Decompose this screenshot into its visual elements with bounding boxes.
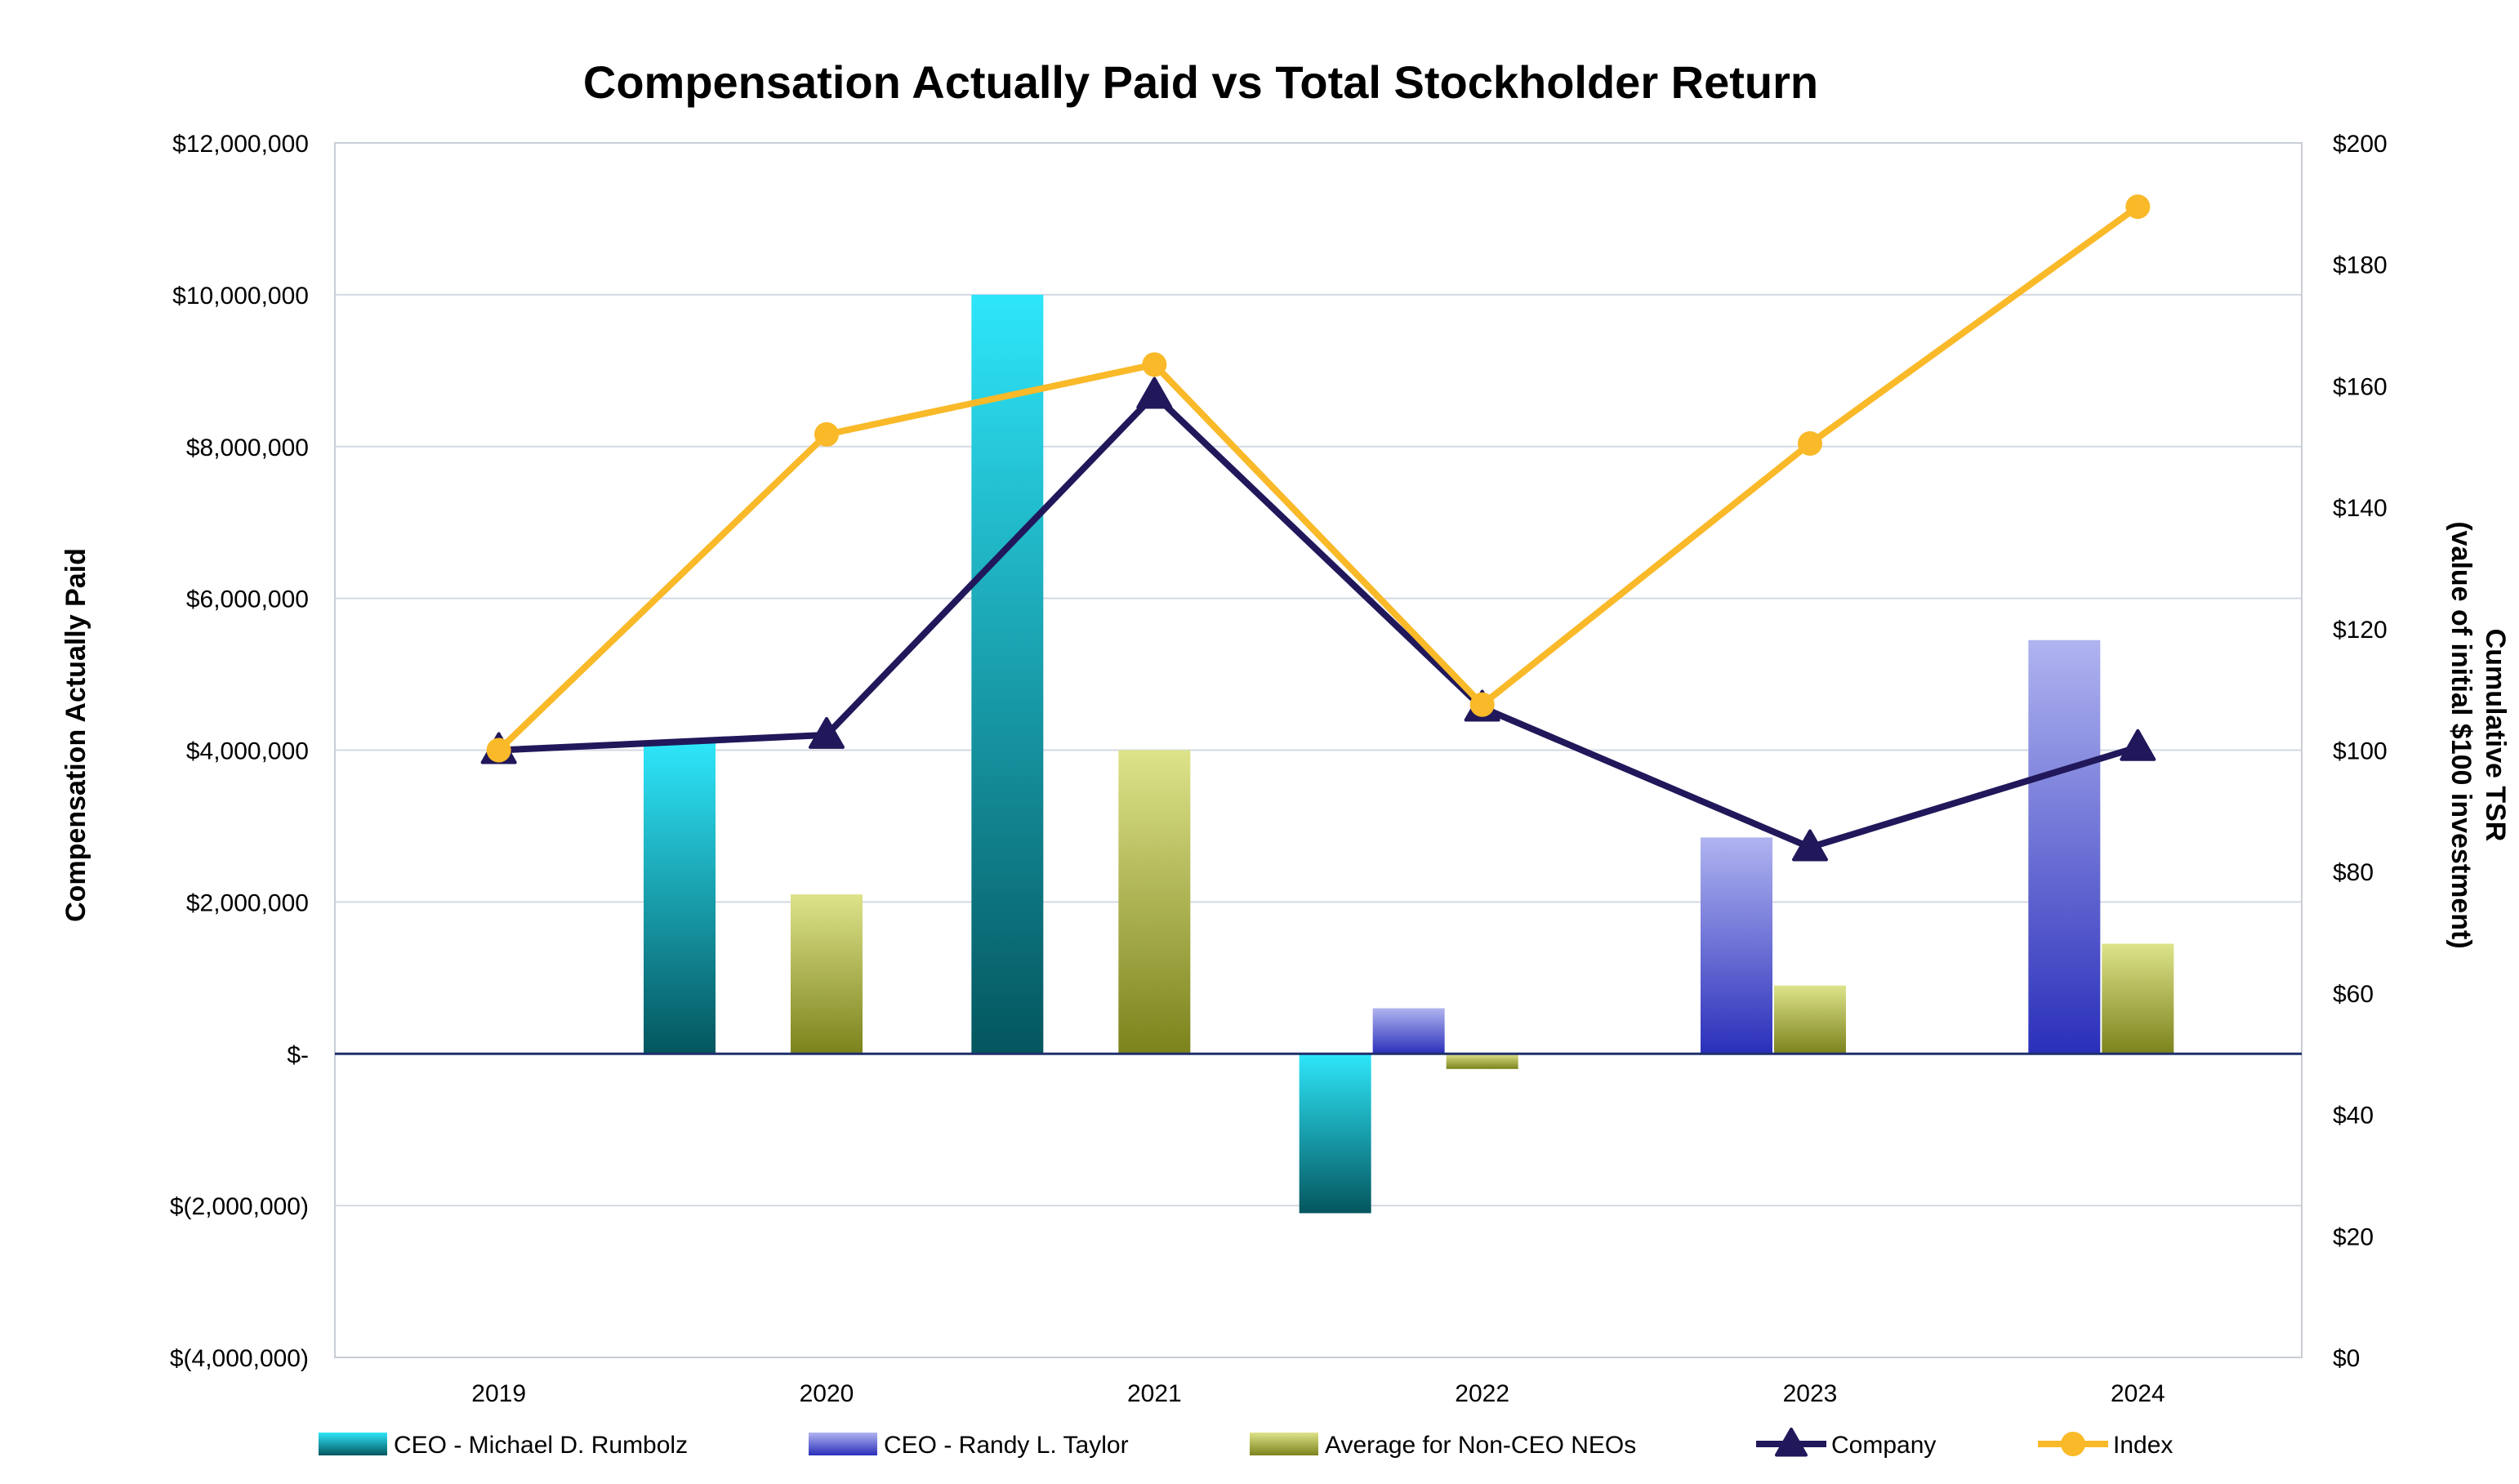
- y2-axis-label-line1: Cumulative TSR: [2480, 629, 2511, 842]
- line-series: [480, 194, 2156, 862]
- x-tick-label: 2019: [471, 1380, 526, 1407]
- bar-ceo-randy-l-taylor-2024: [2028, 640, 2101, 1054]
- legend-label-ceo-randy-l-taylor: CEO - Randy L. Taylor: [884, 1432, 1129, 1459]
- bar-ceo-michael-d-rumbolz-2020: [644, 742, 716, 1054]
- marker-company-2020: [809, 716, 845, 749]
- marker-index-2019: [486, 738, 511, 763]
- y-tick-label: $10,000,000: [172, 283, 309, 310]
- bar-ceo-randy-l-taylor-2022: [1372, 1008, 1445, 1054]
- bar-average-for-non-ceo-neos-2022: [1446, 1054, 1518, 1069]
- y2-tick-label: $0: [2333, 1345, 2360, 1372]
- y2-tick-label: $120: [2333, 617, 2387, 644]
- y-axis-label: Compensation Actually Paid: [60, 548, 91, 922]
- y2-tick-label: $180: [2333, 252, 2387, 279]
- plot-area: [334, 142, 2303, 1358]
- y2-axis-ticks: $200 $180 $160 $140 $120 $100 $80 $60 $40 $20 $0: [2333, 131, 2387, 1372]
- y-tick-label: $-: [287, 1041, 309, 1068]
- legend-label-ceo-michael-d-rumbolz: CEO - Michael D. Rumbolz: [394, 1432, 688, 1459]
- bar-average-for-non-ceo-neos-2023: [1774, 985, 1846, 1054]
- legend-swatch-ceo-michael-d-rumbolz: [319, 1433, 387, 1455]
- y2-tick-label: $200: [2333, 131, 2387, 158]
- bar-average-for-non-ceo-neos-2020: [791, 894, 863, 1054]
- marker-index-2024: [2125, 194, 2151, 220]
- chart-title: Compensation Actually Paid vs Total Stoc…: [583, 56, 1818, 108]
- bar-average-for-non-ceo-neos-2024: [2102, 943, 2174, 1054]
- legend-label-index: Index: [2113, 1432, 2173, 1459]
- x-tick-label: 2023: [1783, 1380, 1838, 1407]
- x-tick-label: 2024: [2111, 1380, 2165, 1407]
- y2-tick-label: $140: [2333, 495, 2387, 522]
- y-tick-label: $12,000,000: [172, 131, 309, 158]
- bars: [644, 294, 2174, 1214]
- marker-index-2021: [1142, 352, 1167, 377]
- legend-marker-company: [1775, 1428, 1808, 1457]
- legend-label-average-for-non-ceo-neos: Average for Non-CEO NEOs: [1325, 1432, 1636, 1459]
- legend-label-company: Company: [1831, 1432, 1936, 1459]
- marker-index-2020: [814, 421, 839, 447]
- marker-company-2021: [1136, 377, 1173, 409]
- line-company: [498, 391, 2139, 851]
- legend: CEO - Michael D. Rumbolz CEO - Randy L. T…: [319, 1428, 2173, 1459]
- x-tick-label: 2022: [1455, 1380, 1509, 1407]
- y2-tick-label: $80: [2333, 859, 2374, 886]
- y-tick-label: $6,000,000: [186, 586, 309, 613]
- legend-marker-index: [2061, 1432, 2085, 1456]
- y2-tick-label: $60: [2333, 981, 2374, 1008]
- marker-company-2024: [2120, 729, 2156, 761]
- marker-company-2023: [1792, 829, 1828, 862]
- y2-tick-label: $160: [2333, 373, 2387, 400]
- x-tick-label: 2020: [800, 1380, 854, 1407]
- y2-tick-label: $20: [2333, 1223, 2374, 1250]
- bar-ceo-randy-l-taylor-2023: [1701, 837, 1772, 1054]
- bar-average-for-non-ceo-neos-2021: [1118, 750, 1191, 1054]
- y2-tick-label: $100: [2333, 738, 2387, 765]
- y-tick-label: $(2,000,000): [170, 1193, 309, 1220]
- marker-index-2022: [1469, 692, 1495, 717]
- y2-axis-label-line2: (value of initial $100 investment): [2445, 521, 2477, 948]
- y-tick-label: $4,000,000: [186, 738, 309, 765]
- y-tick-label: $(4,000,000): [170, 1345, 309, 1372]
- legend-swatch-average-for-non-ceo-neos: [1250, 1433, 1318, 1455]
- y-axis-ticks: $12,000,000 $10,000,000 $8,000,000 $6,000,0…: [170, 131, 309, 1372]
- y-tick-label: $8,000,000: [186, 435, 309, 461]
- legend-swatch-ceo-randy-l-taylor: [809, 1433, 877, 1455]
- line-index: [496, 203, 2140, 753]
- bar-ceo-michael-d-rumbolz-2021: [971, 294, 1044, 1054]
- x-tick-label: 2021: [1127, 1380, 1182, 1407]
- y2-tick-label: $40: [2333, 1103, 2374, 1130]
- y-tick-label: $2,000,000: [186, 889, 309, 916]
- marker-index-2023: [1798, 431, 1822, 457]
- bar-ceo-michael-d-rumbolz-2022: [1299, 1054, 1371, 1214]
- y2-axis-label: Cumulative TSR (value of initial $100 in…: [2445, 521, 2511, 948]
- x-axis-ticks: 2019 2020 2021 2022 2023 2024: [471, 1380, 2165, 1407]
